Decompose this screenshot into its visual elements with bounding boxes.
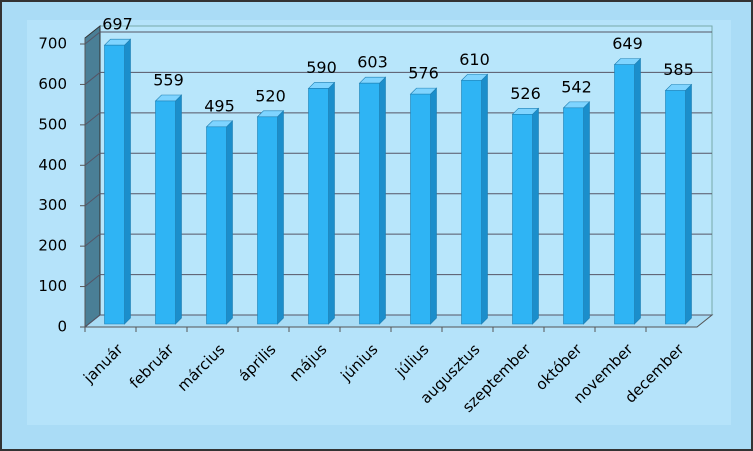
bar xyxy=(562,101,591,325)
grid-line xyxy=(84,274,712,287)
bar xyxy=(154,94,183,325)
bar xyxy=(307,81,336,325)
bar-side xyxy=(583,101,590,325)
value-label: 542 xyxy=(561,77,592,96)
value-label: 576 xyxy=(408,64,439,83)
bar-front xyxy=(155,100,176,325)
y-tick-label: 0 xyxy=(57,318,67,336)
bar-side xyxy=(328,81,335,325)
bar-front xyxy=(206,126,227,325)
bar-side xyxy=(481,73,488,325)
bar-side xyxy=(124,38,131,325)
bar-side xyxy=(226,120,233,325)
bar-front xyxy=(104,44,125,325)
value-label: 495 xyxy=(204,96,235,115)
value-label: 649 xyxy=(612,34,643,53)
bar-front xyxy=(410,93,431,325)
bar-front xyxy=(614,64,635,325)
grid-line xyxy=(84,71,712,85)
bar-side xyxy=(277,110,284,325)
bar xyxy=(511,107,540,325)
value-label: 585 xyxy=(663,60,694,79)
bar-side xyxy=(379,76,386,325)
bar xyxy=(409,87,438,325)
y-tick-label: 100 xyxy=(38,277,67,295)
value-label: 610 xyxy=(459,50,490,69)
bar-front xyxy=(563,107,584,325)
y-tick-label: 700 xyxy=(38,35,67,53)
grid-line xyxy=(84,233,712,247)
bar-side xyxy=(634,57,641,325)
bar xyxy=(205,120,234,325)
bar-front xyxy=(359,82,380,325)
side-wall xyxy=(84,24,101,329)
bar-front xyxy=(308,88,329,325)
y-tick-label: 500 xyxy=(38,115,67,133)
bar xyxy=(256,110,285,325)
grid-line xyxy=(84,314,712,328)
bar-front xyxy=(257,116,278,325)
bar xyxy=(358,76,387,325)
value-label: 559 xyxy=(153,71,184,90)
bar-side xyxy=(430,87,437,325)
grid-line xyxy=(84,193,712,207)
grid-line xyxy=(84,112,712,126)
bar xyxy=(460,73,489,325)
y-tick-label: 200 xyxy=(38,237,67,255)
value-label: 590 xyxy=(306,58,337,77)
value-label: 526 xyxy=(510,84,541,103)
y-tick-label: 600 xyxy=(38,75,67,93)
bar xyxy=(664,83,693,325)
y-tick-label: 400 xyxy=(38,156,67,174)
y-tick-label: 300 xyxy=(38,196,67,214)
bar xyxy=(613,57,642,325)
grid-line xyxy=(84,31,712,45)
grid-line xyxy=(84,152,712,166)
value-label: 520 xyxy=(255,86,286,105)
bar xyxy=(103,38,132,325)
bar-side xyxy=(532,107,539,325)
bar-front xyxy=(512,114,533,325)
value-label: 603 xyxy=(357,53,388,72)
bar-side xyxy=(685,83,692,325)
value-label: 697 xyxy=(102,15,133,34)
bar-front xyxy=(665,90,686,325)
bar-front xyxy=(461,80,482,325)
bar-side xyxy=(175,94,182,325)
